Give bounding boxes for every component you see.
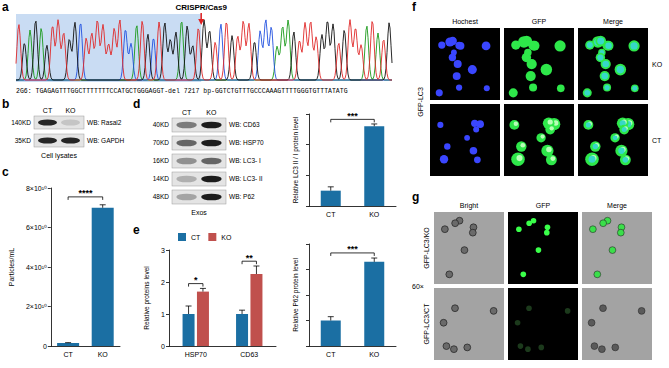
svg-text:d: d	[133, 97, 140, 111]
svg-text:KO: KO	[369, 211, 380, 218]
svg-text:b: b	[2, 97, 9, 111]
svg-text:14KD: 14KD	[153, 175, 170, 182]
svg-text:35KD: 35KD	[15, 137, 32, 144]
svg-text:WB: HSP70: WB: HSP70	[229, 139, 264, 146]
svg-text:GFP: GFP	[532, 18, 547, 25]
svg-text:Relative proteins level: Relative proteins level	[143, 266, 151, 330]
svg-text:48KD: 48KD	[153, 193, 170, 200]
svg-text:8×10¹⁰: 8×10¹⁰	[26, 185, 47, 192]
svg-text:Bright: Bright	[460, 202, 478, 210]
svg-text:CD63: CD63	[240, 351, 258, 358]
svg-text:GFP: GFP	[536, 202, 551, 209]
svg-text:KO: KO	[652, 61, 663, 68]
svg-text:GFP-LC3/KO: GFP-LC3/KO	[423, 227, 430, 269]
svg-text:WB: GAPDH: WB: GAPDH	[87, 137, 125, 144]
svg-text:2G6: TGAGAGTTTGGCTTTTTTTCCATGC: 2G6: TGAGAGTTTGGCTTTTTTTCCATGCTGGGAGGT-d…	[16, 88, 348, 95]
svg-text:****: ****	[78, 188, 93, 198]
svg-text:CT: CT	[191, 234, 201, 241]
svg-text:e: e	[133, 223, 140, 237]
svg-text:Merge: Merge	[607, 202, 627, 210]
svg-text:WB: Rasal2: WB: Rasal2	[87, 119, 122, 126]
svg-text:KO: KO	[221, 234, 232, 241]
svg-text:CRISPR/Cas9: CRISPR/Cas9	[175, 3, 227, 12]
svg-text:Merge: Merge	[603, 18, 623, 26]
svg-text:6×10¹⁰: 6×10¹⁰	[26, 224, 47, 231]
svg-text:60×: 60×	[412, 283, 424, 290]
svg-text:CT: CT	[652, 137, 662, 144]
svg-text:GFP-LC3/CT: GFP-LC3/CT	[423, 303, 430, 345]
svg-text:0: 0	[161, 343, 165, 350]
svg-text:70KD: 70KD	[153, 139, 170, 146]
svg-text:40KD: 40KD	[153, 121, 170, 128]
svg-text:3: 3	[161, 247, 165, 254]
svg-text:KO: KO	[206, 109, 217, 116]
svg-text:CT: CT	[326, 351, 336, 358]
svg-text:Particles/mL: Particles/mL	[8, 248, 15, 287]
svg-text:***: ***	[347, 111, 358, 121]
svg-text:16KD: 16KD	[153, 157, 170, 164]
svg-text:KO: KO	[98, 351, 109, 358]
svg-text:Relative LC3 II / I protein le: Relative LC3 II / I protein level	[292, 116, 300, 203]
svg-text:c: c	[2, 165, 9, 179]
svg-text:Cell lysates: Cell lysates	[41, 152, 77, 160]
svg-text:KO: KO	[65, 107, 76, 114]
svg-text:WB: LC3- I: WB: LC3- I	[229, 157, 261, 164]
svg-text:2: 2	[161, 279, 165, 286]
svg-text:KO: KO	[369, 351, 380, 358]
svg-text:WB: P62: WB: P62	[229, 193, 255, 200]
svg-text:WB: CD63: WB: CD63	[229, 121, 260, 128]
svg-text:CT: CT	[43, 107, 53, 114]
svg-text:HSP70: HSP70	[185, 351, 207, 358]
svg-text:Exos: Exos	[191, 209, 207, 216]
svg-text:CT: CT	[326, 211, 336, 218]
svg-text:GFP-LC3: GFP-LC3	[417, 87, 424, 117]
svg-text:0: 0	[43, 343, 47, 350]
svg-text:4×10¹⁰: 4×10¹⁰	[26, 264, 47, 271]
svg-text:WB: LC3- II: WB: LC3- II	[229, 175, 263, 182]
svg-text:**: **	[246, 253, 254, 263]
svg-text:140KD: 140KD	[11, 119, 31, 126]
svg-text:Relative P62 protein level: Relative P62 protein level	[292, 258, 300, 332]
svg-text:f: f	[412, 0, 417, 14]
svg-text:2×10¹⁰: 2×10¹⁰	[26, 303, 47, 310]
svg-text:***: ***	[347, 244, 358, 254]
svg-text:Hochest: Hochest	[452, 18, 478, 25]
svg-text:g: g	[412, 190, 419, 204]
svg-text:CT: CT	[182, 109, 192, 116]
svg-text:CT: CT	[63, 351, 73, 358]
svg-text:1: 1	[161, 311, 165, 318]
svg-text:*: *	[194, 275, 198, 285]
svg-text:a: a	[2, 0, 9, 14]
